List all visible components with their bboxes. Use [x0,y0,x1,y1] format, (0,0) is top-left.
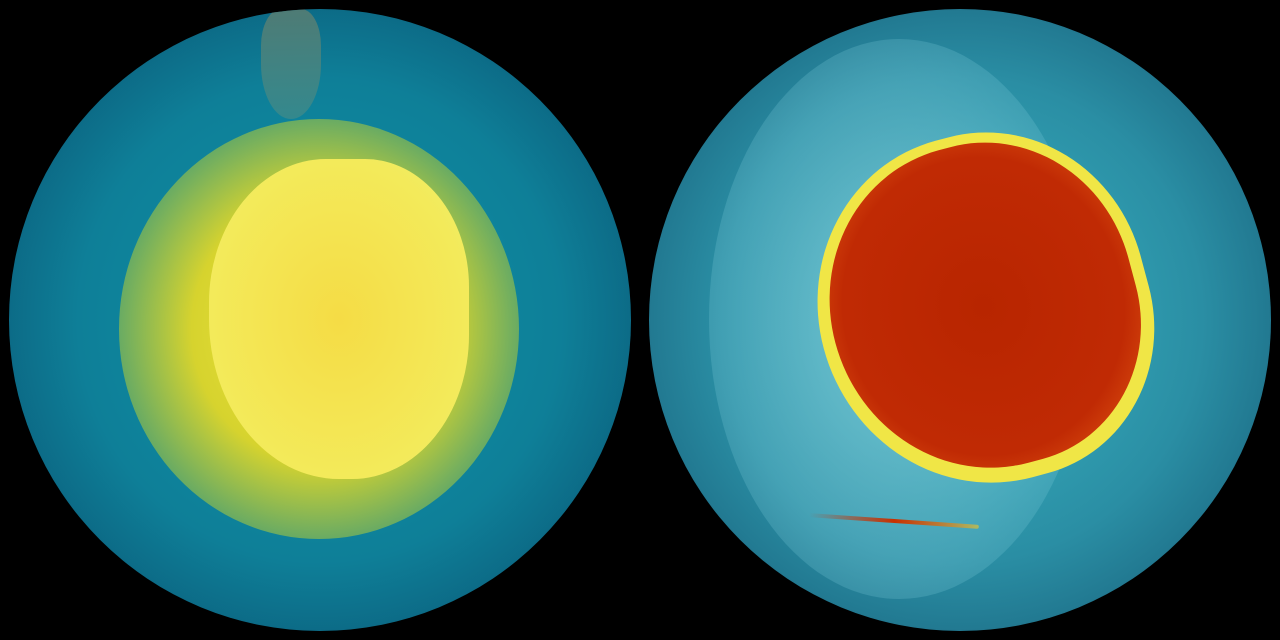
limb-shading [649,9,1271,631]
left-globe-image [9,9,631,631]
antarctica-region [209,159,469,479]
limb-shading [9,9,631,631]
south-america-landmass [261,9,321,119]
right-globe-image [649,9,1271,631]
